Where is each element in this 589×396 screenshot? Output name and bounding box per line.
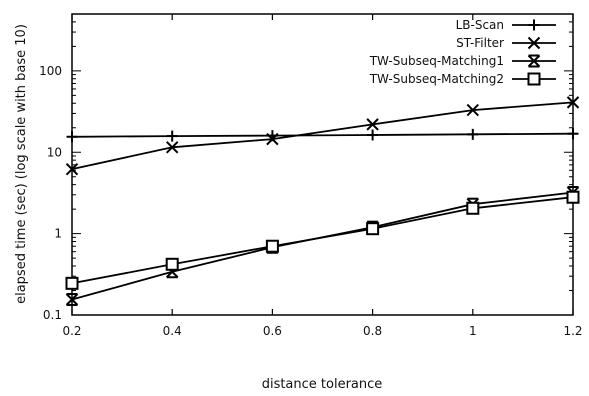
- series-line: [71, 191, 574, 301]
- x-tick-label: 0.6: [263, 324, 282, 338]
- data-point: [367, 129, 379, 141]
- series-line: [71, 196, 574, 285]
- x-tick-label: 0.4: [163, 324, 182, 338]
- data-point: [165, 257, 179, 271]
- x-axis-label: distance tolerance: [262, 377, 383, 392]
- data-point: [165, 141, 179, 154]
- legend-label: TW-Subseq-Matching2: [369, 72, 504, 86]
- y-tick-label: 0.1: [43, 308, 62, 322]
- data-point: [65, 293, 79, 307]
- legend: LB-Scan ST-Filter TW-Subseq-Matching1 TW-Su…: [369, 18, 556, 86]
- x-tick-label: 0.8: [363, 324, 382, 338]
- y-tick-label: 1: [54, 227, 62, 241]
- legend-label: LB-Scan: [456, 18, 504, 32]
- legend-label: ST-Filter: [456, 36, 504, 50]
- y-axis-label: elapsed time (sec) (log scale with base …: [14, 24, 29, 304]
- series-line: [71, 132, 574, 138]
- data-point: [265, 239, 279, 253]
- data-point: [467, 128, 479, 140]
- legend-marker: [528, 19, 540, 31]
- data-point: [466, 201, 480, 215]
- data-point: [566, 96, 580, 109]
- legend-label: TW-Subseq-Matching1: [369, 54, 504, 68]
- data-point: [566, 190, 580, 204]
- y-axis: 0.1 1 10 100: [39, 13, 573, 322]
- x-axis: 0.2 0.4 0.6 0.8 1 1.2: [62, 14, 583, 338]
- series-lines: [71, 101, 574, 301]
- data-point: [366, 118, 379, 131]
- y-tick-label: 100: [39, 64, 62, 78]
- legend-marker: [527, 72, 541, 86]
- data-point: [65, 276, 79, 290]
- y-tick-label: 10: [47, 145, 62, 159]
- legend-marker: [527, 36, 541, 50]
- data-point: [366, 222, 380, 236]
- series-line: [71, 101, 574, 170]
- data-point: [65, 162, 79, 176]
- x-tick-label: 0.2: [62, 324, 81, 338]
- x-tick-label: 1.2: [563, 324, 582, 338]
- series-markers: [65, 96, 580, 307]
- data-point: [266, 132, 279, 146]
- data-point: [166, 130, 178, 142]
- data-point: [466, 103, 480, 117]
- data-point: [567, 128, 579, 140]
- legend-marker: [527, 54, 541, 68]
- x-tick-label: 1: [469, 324, 477, 338]
- data-point: [66, 131, 78, 143]
